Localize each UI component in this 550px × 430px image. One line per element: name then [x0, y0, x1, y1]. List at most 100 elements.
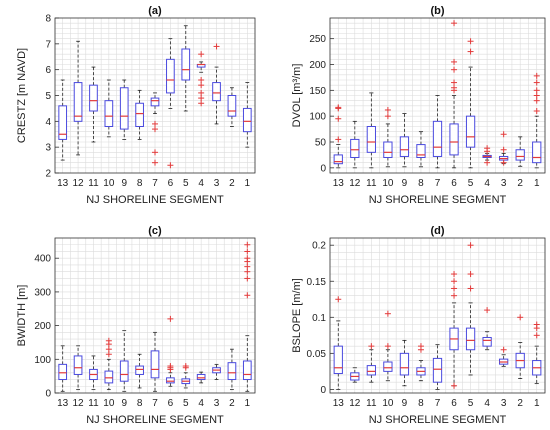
iqr-box	[166, 377, 175, 384]
outlier-marker	[244, 292, 251, 299]
outlier-marker	[152, 120, 158, 127]
outlier-marker	[467, 48, 474, 55]
outlier-marker	[335, 136, 342, 143]
y-tick-label: 200	[309, 60, 326, 71]
box-3	[499, 346, 509, 367]
box-9	[119, 79, 129, 140]
iqr-box	[383, 141, 393, 158]
x-tick-label: 6	[451, 178, 457, 189]
y-tick-label: 150	[309, 86, 326, 97]
iqr-box	[399, 352, 410, 376]
iqr-box	[227, 362, 237, 381]
iqr-box	[58, 363, 68, 381]
x-tick-label: 2	[229, 398, 235, 409]
iqr-box	[119, 87, 129, 130]
iqr-box	[119, 360, 129, 382]
box-7	[432, 344, 443, 390]
iqr-box	[432, 120, 443, 157]
box-2	[515, 136, 525, 167]
box-8	[416, 343, 426, 382]
x-tick-label: 6	[168, 178, 174, 189]
iqr-box	[432, 357, 443, 383]
box-8	[135, 89, 144, 140]
x-tick-label: 8	[137, 398, 143, 409]
outlier-marker	[467, 38, 474, 45]
x-tick-label: 9	[121, 398, 127, 409]
axes-frame	[329, 17, 546, 174]
iqr-box	[89, 84, 98, 112]
x-tick-label: 2	[229, 178, 235, 189]
outlier-marker	[335, 115, 342, 122]
box-1	[532, 72, 542, 169]
outlier-marker	[384, 113, 391, 120]
x-axis-label: NJ SHORELINE SEGMENT	[86, 194, 224, 206]
outlier-marker	[244, 248, 251, 255]
outlier-marker	[467, 285, 474, 292]
y-tick-label: 250	[309, 34, 326, 45]
iqr-box	[515, 149, 525, 161]
x-axis-label: NJ SHORELINE SEGMENT	[369, 414, 507, 426]
y-tick-label: 8	[45, 14, 51, 25]
outlier-marker	[417, 343, 424, 350]
outlier-marker	[198, 89, 205, 96]
x-tick-label: 12	[73, 398, 85, 409]
y-tick-label: 0.1	[312, 313, 326, 324]
panel-label: (c)	[148, 225, 162, 237]
outlier-marker	[467, 271, 474, 278]
box-2	[227, 87, 237, 127]
iqr-box	[212, 82, 221, 102]
x-tick-label: 2	[517, 178, 523, 189]
x-tick-label: 6	[168, 398, 174, 409]
y-tick-label: 3	[45, 143, 51, 154]
box-5	[181, 25, 191, 112]
outlier-marker	[152, 149, 158, 156]
x-tick-label: 1	[245, 398, 251, 409]
box-2	[515, 314, 525, 379]
iqr-box	[166, 58, 175, 94]
outlier-marker	[451, 66, 458, 73]
x-tick-label: 3	[501, 178, 507, 189]
box-7	[432, 95, 443, 169]
x-tick-label: 13	[57, 398, 69, 409]
iqr-box	[532, 141, 542, 164]
outlier-marker	[198, 77, 205, 83]
outlier-marker	[244, 275, 251, 282]
box-1	[242, 241, 252, 392]
outlier-marker	[384, 310, 391, 317]
y-tick-label: 100	[309, 112, 326, 123]
outlier-marker	[335, 104, 342, 111]
y-tick-label: 0.15	[307, 277, 327, 288]
x-tick-label: 7	[152, 178, 158, 189]
outlier-marker	[517, 314, 524, 321]
outlier-marker	[244, 268, 251, 275]
outlier-marker	[533, 97, 540, 104]
outlier-marker	[533, 108, 540, 114]
box-4	[482, 145, 492, 166]
x-tick-label: 1	[534, 178, 540, 189]
outlier-marker	[198, 82, 205, 89]
iqr-box	[350, 138, 360, 159]
x-tick-label: 13	[333, 178, 345, 189]
x-tick-label: 11	[366, 398, 377, 409]
y-tick-label: 5	[45, 91, 51, 102]
box-12	[350, 367, 360, 383]
y-axis-label: DVOL [m³/m]	[291, 64, 303, 128]
panel-2: 0 50 100 150 200 250 13 12 11 10 9 8 7 6 5 4 3 2 1 (b) NJ SH…	[291, 5, 546, 206]
x-tick-label: 2	[517, 398, 523, 409]
x-tick-label: 10	[103, 398, 115, 409]
box-12	[350, 120, 360, 169]
iqr-box	[73, 355, 83, 375]
outlier-marker	[105, 346, 112, 353]
x-axis-label: NJ SHORELINE SEGMENT	[86, 414, 224, 426]
box-5	[465, 242, 476, 376]
panel-label: (d)	[430, 225, 444, 237]
outlier-marker	[533, 321, 540, 328]
y-tick-label: 0.2	[312, 241, 326, 252]
iqr-box	[227, 95, 237, 117]
iqr-box	[465, 327, 476, 351]
iqr-box	[73, 82, 83, 122]
x-tick-label: 5	[468, 398, 474, 409]
y-axis-label: CRESTZ [m NAVD]	[16, 48, 28, 143]
box-3	[499, 131, 509, 166]
panel-label: (b)	[430, 5, 444, 17]
